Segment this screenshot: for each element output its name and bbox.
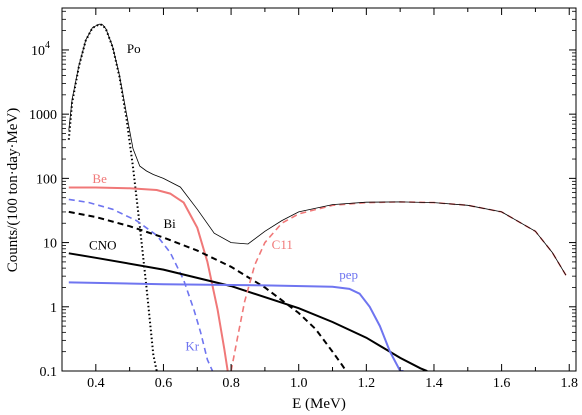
x-tick-label: 1.2 bbox=[358, 376, 376, 391]
x-tick-label: 1.8 bbox=[560, 376, 578, 391]
series-line-kr bbox=[68, 198, 214, 371]
x-axis-title: E (MeV) bbox=[292, 396, 346, 412]
series-line-pep bbox=[68, 281, 404, 371]
x-tick-label: 1.4 bbox=[425, 376, 443, 391]
y-tick-label: 104 bbox=[31, 40, 50, 59]
y-tick-exponent: 4 bbox=[45, 40, 50, 51]
y-tick-label: 1 bbox=[50, 301, 57, 316]
y-tick-label: 1000 bbox=[29, 108, 57, 123]
series-line-cno bbox=[68, 252, 428, 371]
y-tick-label: 100 bbox=[36, 172, 57, 187]
series-labels: Po Be Bi CNO Kr C11 pep bbox=[89, 41, 358, 353]
series-line-total bbox=[68, 23, 567, 276]
series-label-bi: Bi bbox=[163, 216, 176, 231]
x-axis: 0.4 0.6 0.8 1.0 1.2 1.4 1.6 1.8 bbox=[61, 8, 578, 391]
x-tick-label: 1.6 bbox=[493, 376, 511, 391]
series-line-bi bbox=[68, 210, 347, 371]
x-tick-label: 0.8 bbox=[222, 376, 240, 391]
y-tick-label: 0.1 bbox=[40, 365, 58, 380]
series-label-c11: C11 bbox=[272, 237, 293, 252]
series-label-po: Po bbox=[127, 41, 141, 56]
x-tick-label: 1.0 bbox=[290, 376, 308, 391]
plot-frame bbox=[61, 7, 577, 372]
series-label-kr: Kr bbox=[185, 338, 199, 353]
series-label-pep: pep bbox=[339, 267, 358, 282]
y-tick-label: 10 bbox=[43, 237, 57, 252]
y-axis-title: Counts/(100 ton·day·MeV) bbox=[5, 108, 21, 273]
x-tick-label: 0.6 bbox=[155, 376, 173, 391]
series-label-cno: CNO bbox=[89, 238, 116, 253]
series-line-po bbox=[67, 23, 158, 371]
y-axis: 0.1 1 10 100 1000 104 bbox=[29, 10, 576, 380]
series-layer bbox=[67, 23, 567, 371]
series-label-be: Be bbox=[92, 171, 107, 186]
x-tick-label: 0.4 bbox=[87, 376, 105, 391]
series-line-be bbox=[68, 186, 229, 371]
